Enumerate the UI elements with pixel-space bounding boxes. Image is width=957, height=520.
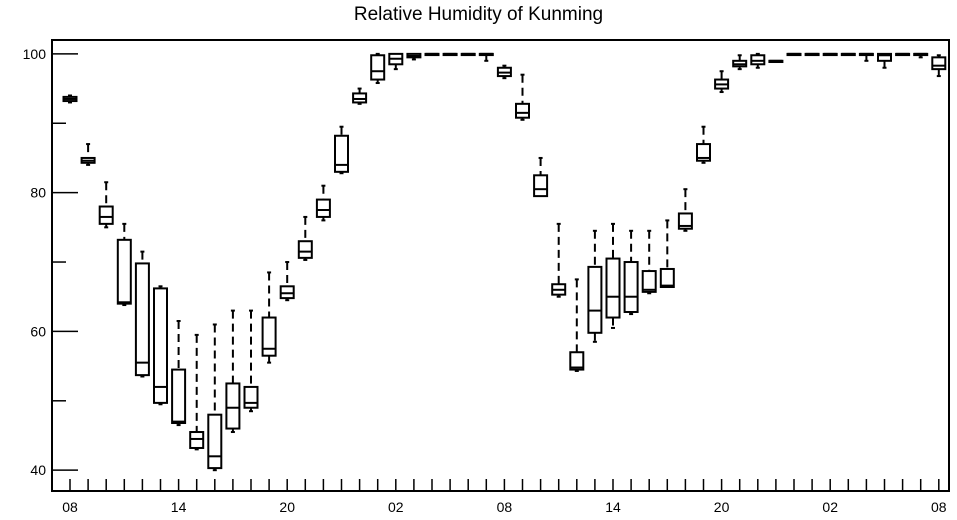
box-plot-item — [98, 181, 114, 229]
box-plot-item — [641, 229, 657, 295]
y-tick-label: 80 — [30, 185, 46, 201]
iqr-box — [750, 54, 766, 66]
box-plot-item — [786, 52, 802, 57]
box-plot-item — [659, 219, 675, 289]
box-plot-item — [62, 94, 78, 104]
box-plot-item — [460, 52, 476, 57]
chart-title: Relative Humidity of Kunming — [353, 4, 604, 25]
x-tick-label: 14 — [605, 499, 621, 515]
box-plot-item — [171, 320, 187, 427]
box-plot-item — [931, 54, 947, 78]
x-tick-label: 08 — [497, 499, 513, 515]
iqr-box — [171, 368, 187, 425]
y-tick-label: 40 — [30, 462, 46, 478]
box-plot-item — [116, 222, 132, 307]
iqr-box — [334, 134, 349, 173]
x-tick-labels: 08 14 20 02 08 14 20 02 08 — [62, 499, 947, 515]
iqr-box — [623, 261, 639, 313]
box-plot-item — [207, 323, 223, 472]
box-plot-item — [496, 64, 512, 80]
box-plot-item — [587, 229, 603, 343]
x-tick-label: 02 — [388, 499, 404, 515]
box-plot-item — [315, 184, 331, 222]
box-plot-item — [533, 156, 549, 198]
iqr-box — [243, 385, 259, 409]
box-plot-item — [677, 188, 693, 232]
boxes — [62, 52, 947, 472]
box-plot-item — [840, 52, 856, 57]
box-plot-item — [424, 52, 440, 57]
iqr-box — [116, 238, 132, 305]
box-plot-item — [858, 52, 874, 62]
iqr-box — [515, 102, 530, 119]
iqr-box — [297, 240, 313, 259]
box-plot-item — [478, 52, 494, 62]
x-tick-label: 20 — [714, 499, 730, 515]
box-plot-item — [605, 222, 621, 329]
box-plot-item — [279, 261, 295, 302]
iqr-box — [370, 54, 386, 81]
y-minor-ticks — [52, 53, 78, 471]
box-plot-item — [515, 73, 530, 121]
box-plot-item — [768, 59, 784, 64]
iqr-box — [207, 413, 223, 470]
box-plot-item — [750, 52, 766, 69]
box-plot-item — [334, 125, 349, 175]
iqr-box — [677, 212, 693, 230]
box-plot-item — [153, 285, 168, 406]
box-plot-item — [225, 309, 241, 434]
iqr-box — [659, 267, 675, 289]
box-plot-item — [388, 52, 404, 71]
iqr-box — [877, 52, 892, 62]
box-plot-item — [370, 52, 386, 85]
iqr-box — [533, 174, 549, 198]
x-tick-label: 20 — [279, 499, 295, 515]
iqr-box — [98, 205, 114, 225]
iqr-box — [696, 143, 711, 162]
y-tick-label: 60 — [30, 323, 46, 339]
box-plot-item — [714, 70, 730, 94]
box-plot-item — [696, 125, 711, 164]
iqr-box — [134, 262, 150, 377]
box-plot-item — [80, 143, 96, 166]
box-plot-item — [732, 54, 748, 71]
box-plot-item — [551, 222, 567, 298]
box-plot-item — [895, 52, 911, 57]
box-plot-item — [189, 333, 205, 451]
iqr-box — [225, 382, 241, 430]
box-plot-item — [261, 271, 277, 364]
iqr-box — [569, 351, 585, 371]
x-tick-label: 02 — [822, 499, 838, 515]
iqr-box — [261, 316, 277, 357]
iqr-box — [587, 265, 603, 334]
box-plot-item — [406, 52, 422, 61]
box-plot-item — [804, 52, 820, 57]
y-tick-labels: 40 60 80 100 — [23, 46, 47, 478]
box-plot-item — [913, 52, 929, 59]
box-plot-item — [352, 87, 368, 105]
iqr-box — [279, 285, 295, 300]
iqr-box — [605, 257, 621, 319]
box-plot-item — [134, 250, 150, 378]
iqr-box — [189, 431, 205, 449]
x-tick-label: 08 — [62, 499, 78, 515]
iqr-box — [641, 270, 657, 293]
x-tick-label: 08 — [931, 499, 947, 515]
box-plot-item — [623, 229, 639, 316]
box-plot-item — [297, 215, 313, 261]
iqr-box — [352, 92, 368, 104]
x-ticks — [69, 479, 940, 491]
y-tick-label: 100 — [23, 46, 47, 62]
iqr-box — [315, 198, 331, 218]
box-plot-item — [822, 52, 838, 57]
plot-frame — [51, 39, 950, 492]
box-plot-item — [877, 52, 892, 69]
x-tick-label: 14 — [171, 499, 187, 515]
box-plot-item — [569, 278, 585, 372]
iqr-box — [931, 56, 947, 71]
box-plot-item — [442, 52, 458, 57]
iqr-box — [153, 287, 168, 404]
box-plot-item — [243, 309, 259, 413]
